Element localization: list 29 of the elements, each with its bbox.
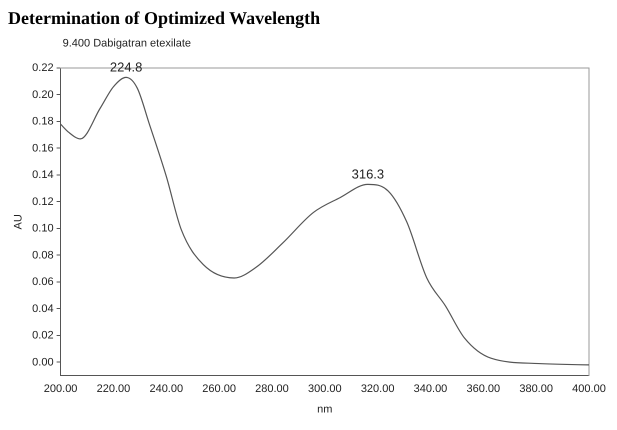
x-tick-label: 360.00 bbox=[466, 383, 500, 396]
x-tick-label: 320.00 bbox=[360, 383, 394, 396]
annotation: 316.3 bbox=[352, 166, 384, 182]
x-tick-label: 200.00 bbox=[44, 383, 78, 396]
x-tick-label: 220.00 bbox=[96, 383, 130, 396]
y-axis-title: AU bbox=[12, 214, 25, 230]
y-tick-label: 0.18 bbox=[32, 116, 54, 128]
y-tick-label: 0.12 bbox=[32, 196, 54, 208]
annotation: 224.8 bbox=[110, 59, 142, 74]
y-tick-label: 0.16 bbox=[32, 142, 54, 154]
x-tick-label: 300.00 bbox=[308, 383, 342, 396]
y-tick-label: 0.08 bbox=[32, 249, 54, 262]
x-tick-label: 260.00 bbox=[202, 383, 236, 396]
x-axis-title: nm bbox=[317, 403, 332, 416]
y-tick-label: 0.14 bbox=[32, 169, 54, 182]
x-tick-label: 340.00 bbox=[414, 383, 448, 396]
chart-subtitle: 9.400 Dabigatran etexilate bbox=[62, 38, 192, 50]
chart-title: Determination of Optimized Wavelength bbox=[8, 8, 322, 28]
x-tick-label: 280.00 bbox=[255, 383, 289, 396]
y-tick-label: 0.10 bbox=[32, 222, 54, 235]
y-tick-label: 0.06 bbox=[32, 276, 54, 288]
x-tick-label: 400.00 bbox=[572, 383, 606, 396]
y-tick-label: 0.04 bbox=[32, 302, 54, 315]
x-tick-label: 240.00 bbox=[149, 383, 184, 396]
y-tick-label: 0.00 bbox=[32, 356, 54, 368]
y-tick-label: 0.22 bbox=[32, 62, 54, 74]
y-tick-label: 0.20 bbox=[32, 88, 54, 101]
x-tick-label: 380.00 bbox=[519, 383, 553, 396]
y-tick-label: 0.02 bbox=[32, 330, 54, 342]
